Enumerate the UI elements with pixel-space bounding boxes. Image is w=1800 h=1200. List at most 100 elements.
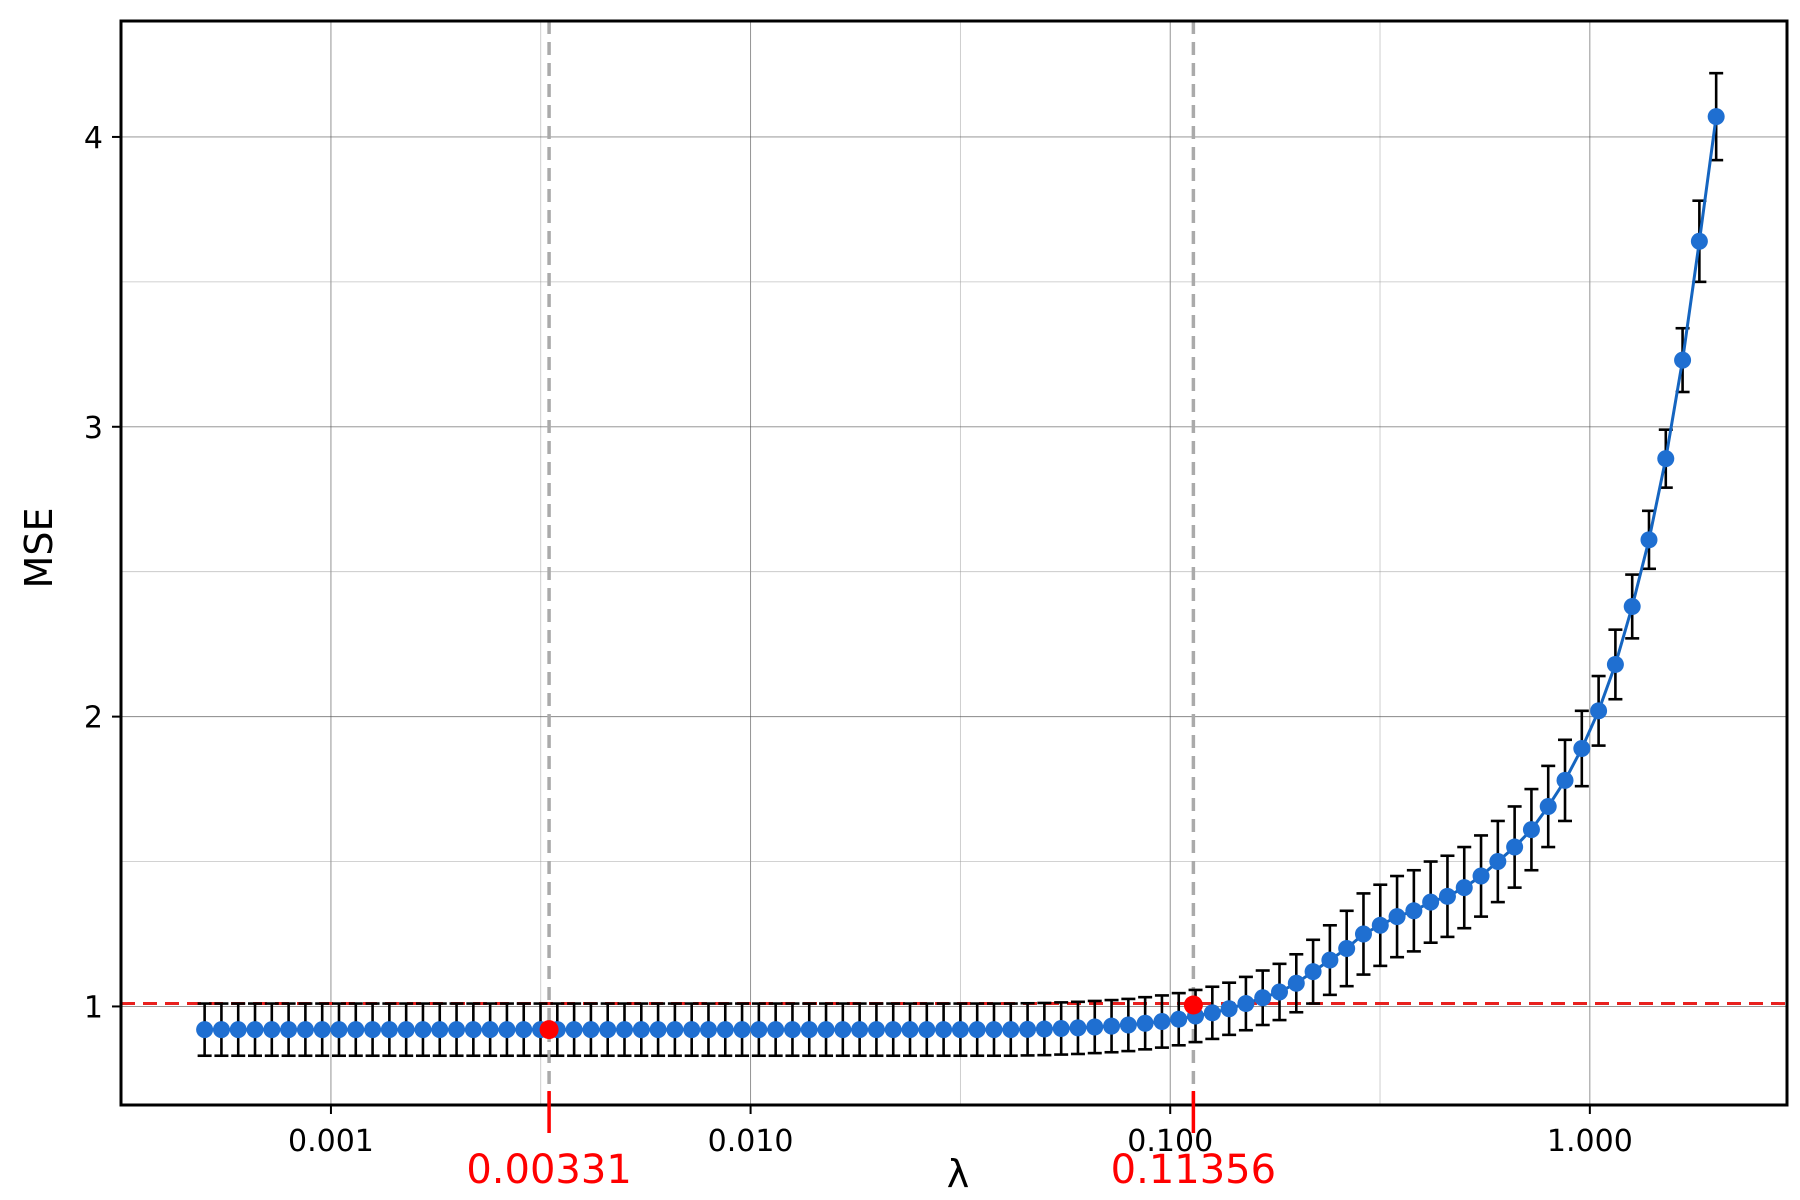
- mse-point: [817, 1021, 835, 1039]
- selected-lambda-point: [1183, 995, 1203, 1015]
- mse-point: [1304, 963, 1322, 981]
- mse-point: [800, 1021, 818, 1039]
- selected-lambda-label: 0.00331: [466, 1147, 631, 1193]
- mse-point: [1640, 531, 1658, 549]
- mse-point: [1052, 1019, 1070, 1037]
- mse-point: [1573, 739, 1591, 757]
- mse-point: [1674, 351, 1692, 369]
- mse-point: [599, 1021, 617, 1039]
- mse-point: [615, 1021, 633, 1039]
- mse-point: [464, 1021, 482, 1039]
- mse-point: [397, 1021, 415, 1039]
- y-tick-label: 2: [84, 701, 103, 736]
- grid-layer: [120, 21, 1787, 1105]
- mse-point: [1035, 1020, 1053, 1038]
- mse-point: [565, 1021, 583, 1039]
- mse-point: [1254, 989, 1272, 1007]
- mse-point: [968, 1021, 986, 1039]
- mse-point: [783, 1021, 801, 1039]
- highlight-layer: [539, 995, 1203, 1040]
- mse-point: [431, 1021, 449, 1039]
- mse-point: [683, 1021, 701, 1039]
- mse-point: [918, 1021, 936, 1039]
- mse-point: [649, 1021, 667, 1039]
- mse-point: [1103, 1017, 1121, 1035]
- mse-point: [1590, 702, 1608, 720]
- mse-point: [1455, 879, 1473, 897]
- mse-point: [1136, 1014, 1154, 1032]
- vline-layer: [547, 21, 1196, 1105]
- mse-point: [750, 1021, 768, 1039]
- mse-point: [448, 1021, 466, 1039]
- mse-point: [280, 1021, 298, 1039]
- mse-point: [1522, 821, 1540, 839]
- mse-point: [1623, 597, 1641, 615]
- plot-frame: [119, 19, 1789, 1107]
- mse-point: [1170, 1010, 1188, 1028]
- mse-point: [196, 1021, 214, 1039]
- mse-point: [1438, 887, 1456, 905]
- mse-point: [1539, 797, 1557, 815]
- mse-point: [1556, 771, 1574, 789]
- mse-point: [1606, 655, 1624, 673]
- mse-point: [1338, 939, 1356, 957]
- mse-point: [985, 1021, 1003, 1039]
- mse-point: [1422, 893, 1440, 911]
- mse-point: [699, 1021, 717, 1039]
- mse-point: [1354, 925, 1372, 943]
- mse-point: [296, 1021, 314, 1039]
- mse-point: [582, 1021, 600, 1039]
- mse-point: [263, 1021, 281, 1039]
- mse-point: [1707, 108, 1725, 126]
- mse-point: [1472, 867, 1490, 885]
- mse-point: [246, 1021, 264, 1039]
- mse-point: [313, 1021, 331, 1039]
- mse-point: [1069, 1019, 1087, 1037]
- mse-point: [901, 1021, 919, 1039]
- mse-point: [481, 1021, 499, 1039]
- mse-point: [498, 1021, 516, 1039]
- mse-point: [716, 1021, 734, 1039]
- mse-point: [767, 1021, 785, 1039]
- mse-point: [380, 1021, 398, 1039]
- mse-point: [1119, 1016, 1137, 1034]
- mse-point: [347, 1021, 365, 1039]
- mse-point: [1203, 1004, 1221, 1022]
- mse-point: [229, 1021, 247, 1039]
- mse-point: [733, 1021, 751, 1039]
- mse-point: [1287, 974, 1305, 992]
- mse-point: [1657, 450, 1675, 468]
- y-tick-label: 1: [84, 990, 103, 1025]
- mse-point: [1405, 902, 1423, 920]
- x-tick-label: 1.000: [1547, 1124, 1633, 1159]
- selected-lambda-label: 0.11356: [1111, 1147, 1276, 1193]
- mse-point: [1489, 853, 1507, 871]
- series-layer: [196, 108, 1725, 1039]
- mse-point: [515, 1021, 533, 1039]
- mse-point: [632, 1021, 650, 1039]
- mse-point: [1506, 838, 1524, 856]
- mse-point: [414, 1021, 432, 1039]
- mse-point: [935, 1021, 953, 1039]
- mse-point: [1388, 908, 1406, 926]
- x-tick-label: 0.001: [288, 1124, 374, 1159]
- mse-point: [1321, 951, 1339, 969]
- mse-point: [834, 1021, 852, 1039]
- x-tick-label: 0.100: [1127, 1124, 1213, 1159]
- mse-point: [1220, 1000, 1238, 1018]
- mse-point: [1019, 1020, 1037, 1038]
- tick-layer: 0.001 0.010 0.100 1.000 1 2 3 4 0.00331 0.11356: [84, 121, 1633, 1193]
- y-axis-label: MSE: [17, 508, 61, 589]
- mse-point: [212, 1021, 230, 1039]
- mse-point: [884, 1021, 902, 1039]
- x-axis-label: λ: [947, 1152, 970, 1196]
- mse-point: [330, 1021, 348, 1039]
- mse-point: [1690, 232, 1708, 250]
- mse-point: [1237, 995, 1255, 1013]
- mse-point: [951, 1021, 969, 1039]
- mse-point: [1271, 983, 1289, 1001]
- mse-point: [1371, 916, 1389, 934]
- mse-point: [867, 1021, 885, 1039]
- mse-point: [364, 1021, 382, 1039]
